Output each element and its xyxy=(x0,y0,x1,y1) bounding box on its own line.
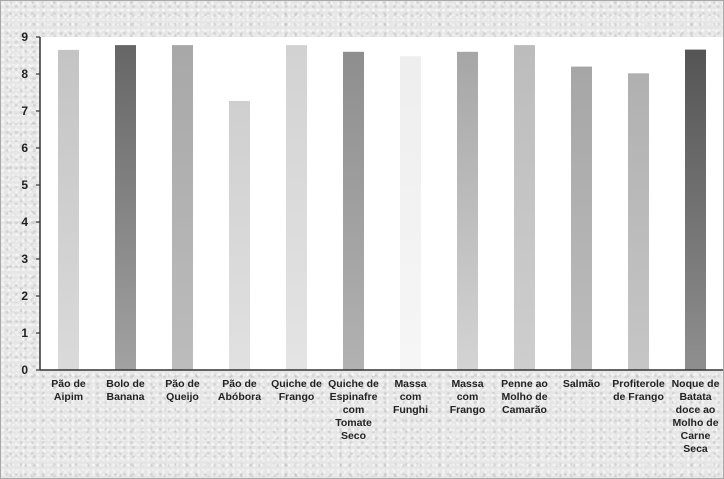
bar xyxy=(685,49,706,370)
y-tick-label: 7 xyxy=(21,104,28,118)
y-tick-label: 3 xyxy=(21,252,28,266)
bar xyxy=(172,45,193,370)
bar xyxy=(115,45,136,370)
x-tick-label: Salmão xyxy=(563,378,600,390)
x-tick-label: Massa com Frango xyxy=(450,378,486,416)
bar xyxy=(229,101,250,370)
y-tick-label: 6 xyxy=(21,141,28,155)
x-tick-label: Penne ao Molho de Camarão xyxy=(501,378,548,416)
bar xyxy=(514,45,535,370)
bar xyxy=(286,45,307,370)
bar xyxy=(628,73,649,371)
x-tick-label: Bolo de Banana xyxy=(106,378,145,403)
x-tick-label: Pão de Aipim xyxy=(51,378,86,403)
bar xyxy=(343,51,364,371)
x-tick-label: Profiterole de Frango xyxy=(612,378,665,403)
x-tick-label: Noque de Batata doce ao Molho de Carne Seca xyxy=(672,378,720,455)
x-tick-label: Pão de Abóbora xyxy=(218,378,261,403)
y-tick-label: 1 xyxy=(21,326,28,340)
x-tick-label: Quiche de Frango xyxy=(271,378,322,403)
y-tick-label: 8 xyxy=(21,67,28,81)
bar xyxy=(571,66,592,370)
y-tick-label: 5 xyxy=(21,178,28,192)
plot-area xyxy=(40,37,723,370)
y-tick-label: 9 xyxy=(21,30,28,44)
x-tick-label: Quiche de Espinafre com Tomate Seco xyxy=(328,378,379,442)
y-tick-label: 0 xyxy=(21,363,28,377)
x-tick-label: Massa com Funghi xyxy=(393,378,428,416)
y-tick-label: 4 xyxy=(21,215,28,229)
bar xyxy=(457,51,478,371)
y-tick-label: 2 xyxy=(21,289,28,303)
bar xyxy=(400,56,421,370)
bar xyxy=(58,49,79,371)
x-tick-label: Pão de Queijo xyxy=(165,378,200,403)
